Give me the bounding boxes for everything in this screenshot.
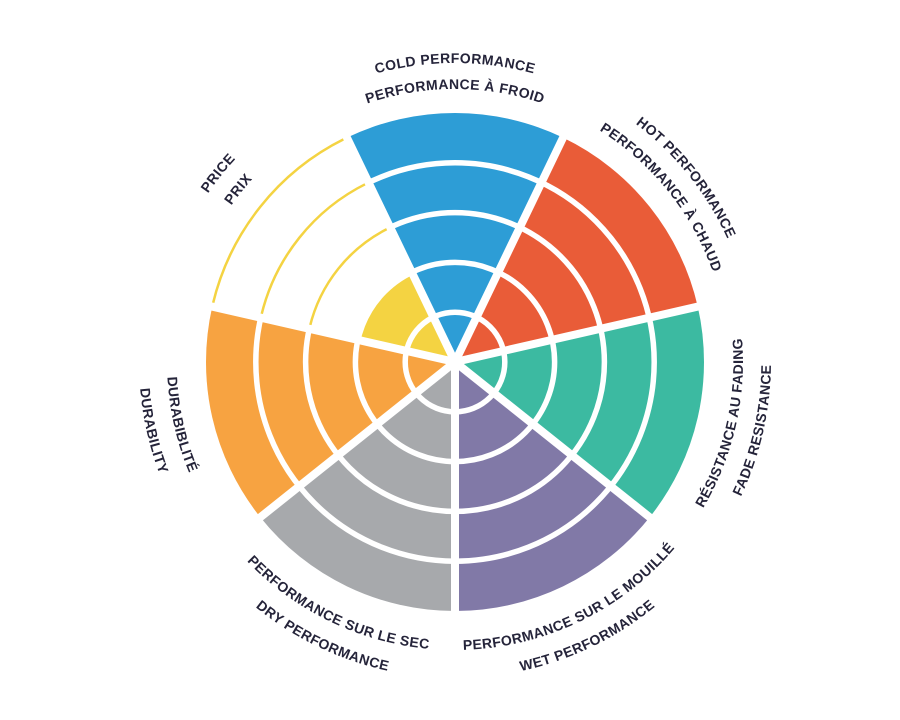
outline-ring-arc-price <box>308 226 390 328</box>
outline-ring-arc-price <box>211 137 346 305</box>
sector-wedge-wet-performance <box>455 362 650 611</box>
sector-label-durability-line1: DURABIBLITÉ <box>164 376 201 474</box>
sector-wedge-hot-performance <box>455 137 698 362</box>
sector-divider <box>255 358 458 523</box>
outline-ring-arc-price <box>260 182 368 316</box>
sector-divider <box>342 133 459 364</box>
sector-divider <box>451 133 568 364</box>
sector-label-cold-performance-line2: PERFORMANCE À FROID <box>363 76 547 106</box>
sector-divider <box>208 302 456 366</box>
sector-label-price-line2: PRIX <box>221 170 255 207</box>
sector-divider <box>454 302 702 366</box>
sector-divider <box>452 358 655 523</box>
sector-wedge-fade-resistance <box>455 306 704 518</box>
sector-label-cold-performance-line1: COLD PERFORMANCE <box>373 50 537 76</box>
sector-wedge-dry-performance <box>260 362 455 611</box>
sector-wedge-durability <box>205 306 455 518</box>
sector-wedge-cold-performance <box>346 112 564 362</box>
